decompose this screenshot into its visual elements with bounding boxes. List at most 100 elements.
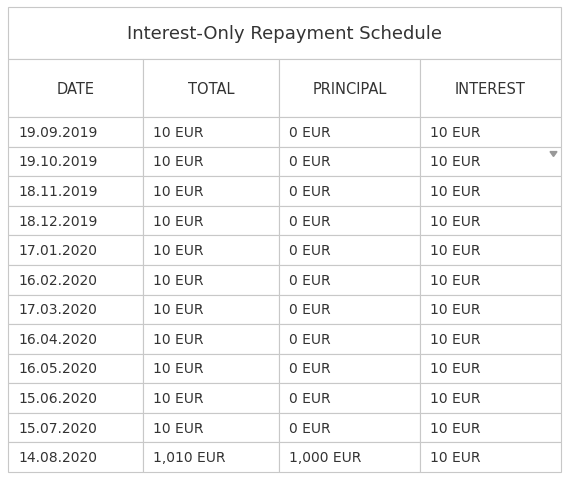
Text: 18.12.2019: 18.12.2019 <box>18 214 97 228</box>
Text: 19.09.2019: 19.09.2019 <box>18 126 97 140</box>
Text: PRINCIPAL: PRINCIPAL <box>312 81 387 96</box>
Text: 16.02.2020: 16.02.2020 <box>18 273 97 287</box>
Bar <box>143 354 279 384</box>
Text: 10 EUR: 10 EUR <box>430 362 480 376</box>
Text: 0 EUR: 0 EUR <box>289 273 331 287</box>
Bar <box>420 384 561 413</box>
Text: 10 EUR: 10 EUR <box>430 185 480 199</box>
Text: 10 EUR: 10 EUR <box>154 391 204 405</box>
Text: 1,010 EUR: 1,010 EUR <box>154 450 226 464</box>
Bar <box>8 147 143 177</box>
Text: 10 EUR: 10 EUR <box>154 126 204 140</box>
Text: 0 EUR: 0 EUR <box>289 303 331 317</box>
Bar <box>420 236 561 265</box>
Text: 16.05.2020: 16.05.2020 <box>18 362 97 376</box>
Bar <box>143 177 279 206</box>
Text: 0 EUR: 0 EUR <box>289 214 331 228</box>
Text: 10 EUR: 10 EUR <box>154 303 204 317</box>
Bar <box>143 265 279 295</box>
Text: 10 EUR: 10 EUR <box>430 450 480 464</box>
Bar <box>143 236 279 265</box>
Bar <box>279 118 420 147</box>
Bar <box>8 443 143 472</box>
Text: 19.10.2019: 19.10.2019 <box>18 155 97 169</box>
Text: 10 EUR: 10 EUR <box>430 303 480 317</box>
Bar <box>279 443 420 472</box>
Bar <box>8 118 143 147</box>
Text: 10 EUR: 10 EUR <box>430 126 480 140</box>
Text: 10 EUR: 10 EUR <box>430 273 480 287</box>
Bar <box>279 413 420 443</box>
Text: 10 EUR: 10 EUR <box>154 155 204 169</box>
Text: Interest-Only Repayment Schedule: Interest-Only Repayment Schedule <box>127 25 442 43</box>
Bar <box>279 324 420 354</box>
Bar <box>143 384 279 413</box>
Bar <box>143 413 279 443</box>
Bar <box>143 147 279 177</box>
Bar <box>8 413 143 443</box>
Text: 0 EUR: 0 EUR <box>289 391 331 405</box>
Bar <box>420 147 561 177</box>
Bar <box>8 60 143 118</box>
Text: 10 EUR: 10 EUR <box>154 362 204 376</box>
Bar <box>8 265 143 295</box>
Text: 0 EUR: 0 EUR <box>289 244 331 258</box>
Text: 10 EUR: 10 EUR <box>430 244 480 258</box>
Bar <box>420 118 561 147</box>
Bar <box>8 324 143 354</box>
Bar <box>8 8 561 60</box>
Text: 0 EUR: 0 EUR <box>289 362 331 376</box>
Bar <box>8 384 143 413</box>
Text: DATE: DATE <box>57 81 95 96</box>
Bar <box>420 206 561 236</box>
Bar <box>8 177 143 206</box>
Text: 0 EUR: 0 EUR <box>289 126 331 140</box>
Text: 0 EUR: 0 EUR <box>289 155 331 169</box>
Text: 0 EUR: 0 EUR <box>289 332 331 346</box>
Bar <box>143 443 279 472</box>
Text: 14.08.2020: 14.08.2020 <box>18 450 97 464</box>
Bar <box>279 236 420 265</box>
Bar <box>8 295 143 324</box>
Bar <box>143 206 279 236</box>
Bar <box>143 324 279 354</box>
Bar <box>420 443 561 472</box>
Bar <box>420 324 561 354</box>
Bar <box>279 177 420 206</box>
Text: 10 EUR: 10 EUR <box>154 244 204 258</box>
Text: 17.01.2020: 17.01.2020 <box>18 244 97 258</box>
Text: 15.07.2020: 15.07.2020 <box>18 421 97 435</box>
Text: 0 EUR: 0 EUR <box>289 421 331 435</box>
Bar <box>8 206 143 236</box>
Bar <box>279 147 420 177</box>
Bar <box>143 295 279 324</box>
Text: TOTAL: TOTAL <box>188 81 234 96</box>
Bar <box>143 60 279 118</box>
Bar <box>279 60 420 118</box>
Bar <box>8 236 143 265</box>
Text: 10 EUR: 10 EUR <box>430 421 480 435</box>
Bar <box>279 206 420 236</box>
Bar <box>420 177 561 206</box>
Text: 0 EUR: 0 EUR <box>289 185 331 199</box>
Text: 10 EUR: 10 EUR <box>154 185 204 199</box>
Text: 10 EUR: 10 EUR <box>430 332 480 346</box>
Bar <box>279 295 420 324</box>
Text: 10 EUR: 10 EUR <box>154 332 204 346</box>
Bar <box>279 384 420 413</box>
Text: 10 EUR: 10 EUR <box>154 273 204 287</box>
Bar <box>420 60 561 118</box>
Bar <box>420 265 561 295</box>
Text: INTEREST: INTEREST <box>455 81 526 96</box>
Bar <box>143 118 279 147</box>
Bar <box>420 354 561 384</box>
Bar <box>279 354 420 384</box>
Text: 15.06.2020: 15.06.2020 <box>18 391 97 405</box>
Text: 10 EUR: 10 EUR <box>154 421 204 435</box>
Bar <box>279 265 420 295</box>
Text: 18.11.2019: 18.11.2019 <box>18 185 97 199</box>
Text: 17.03.2020: 17.03.2020 <box>18 303 97 317</box>
Text: 10 EUR: 10 EUR <box>154 214 204 228</box>
Polygon shape <box>550 152 557 157</box>
Bar <box>8 354 143 384</box>
